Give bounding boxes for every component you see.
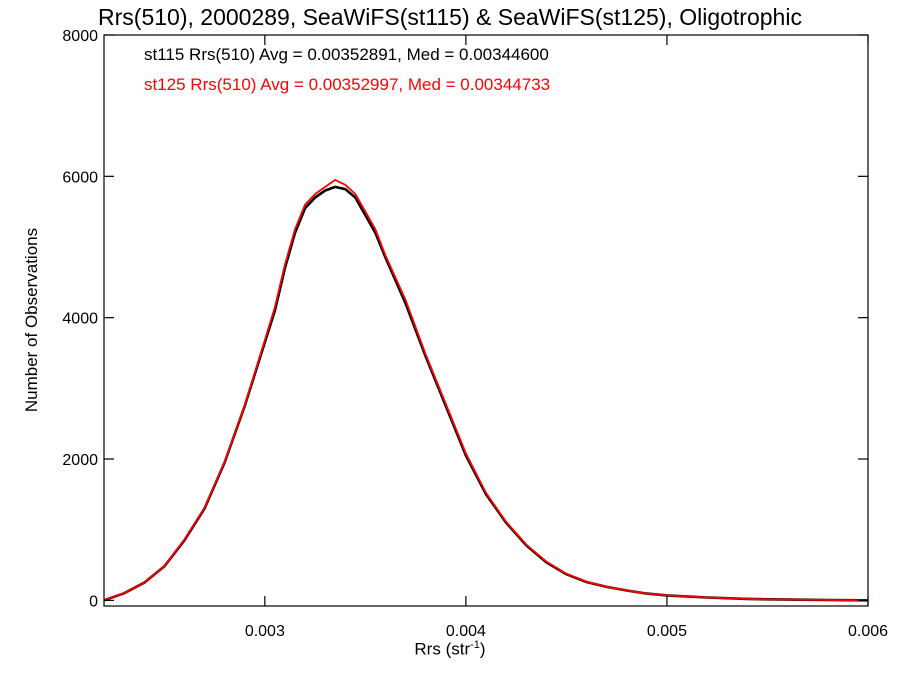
x-axis-label-close: ) — [479, 639, 486, 659]
x-tick-label: 0.003 — [245, 623, 285, 640]
plot-frame — [103, 34, 869, 607]
x-tick-label: 0.004 — [446, 623, 486, 640]
x-axis-label-superscript: -1 — [470, 639, 480, 651]
x-axis: 0.003 0.004 0.005 0.006 — [245, 35, 888, 640]
y-axis-label: Number of Observations — [22, 227, 41, 413]
y-tick-label: 6000 — [62, 169, 98, 186]
y-tick-label: 4000 — [62, 311, 98, 328]
series-line-st125 — [103, 179, 869, 602]
chart-title: Rrs(510), 2000289, SeaWiFS(st115) & SeaW… — [98, 4, 802, 30]
legend-entry-st125: st125 Rrs(510) Avg = 0.00352997, Med = 0… — [144, 75, 551, 94]
series-layer — [103, 179, 869, 602]
series-line-st115 — [103, 185, 869, 602]
y-tick-label: 0 — [89, 593, 98, 610]
y-tick-label: 8000 — [62, 28, 98, 45]
x-axis-label: Rrs (str-1) — [0, 639, 900, 660]
y-tick-label: 2000 — [62, 452, 98, 469]
y-axis: 0 2000 4000 6000 8000 — [62, 28, 868, 610]
x-tick-label: 0.006 — [848, 623, 888, 640]
x-tick-label: 0.005 — [647, 623, 687, 640]
legend-entry-st115: st115 Rrs(510) Avg = 0.00352891, Med = 0… — [144, 45, 549, 64]
x-axis-label-text: Rrs (str — [414, 639, 471, 659]
